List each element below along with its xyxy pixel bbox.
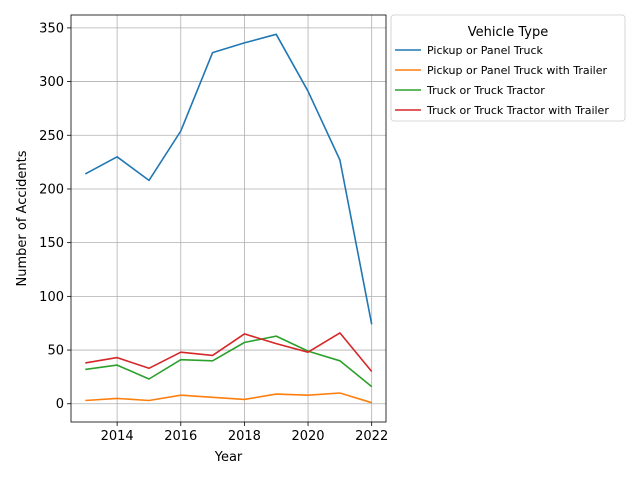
y-tick-label: 50 — [47, 344, 64, 359]
plot-frame — [70, 14, 387, 423]
y-tick-label: 150 — [39, 236, 64, 251]
legend-title: Vehicle Type — [468, 25, 548, 40]
legend-entry: Truck or Truck Tractor with Trailer — [426, 104, 609, 117]
y-tick-label: 200 — [39, 182, 64, 197]
legend-entry: Pickup or Panel Truck — [427, 44, 544, 57]
legend-box — [390, 14, 626, 122]
series-line — [85, 335, 373, 388]
x-axis: 2014 2016 2018 2020 2022 — [101, 422, 388, 444]
y-tick-label: 100 — [39, 290, 64, 305]
y-tick-label: 350 — [39, 21, 64, 36]
series-line — [85, 392, 372, 404]
grid — [71, 15, 386, 422]
legend: Vehicle Type Pickup or Panel Truck Pickup… — [390, 14, 626, 122]
legend-entry: Pickup or Panel Truck with Trailer — [427, 64, 607, 77]
y-tick-label: 300 — [39, 75, 64, 90]
x-axis-label: Year — [214, 450, 243, 465]
x-tick-label: 2014 — [101, 429, 134, 444]
y-tick-label: 250 — [39, 129, 64, 144]
y-axis: 0 50 100 150 200 250 300 350 — [39, 21, 71, 412]
x-tick-label: 2016 — [164, 429, 197, 444]
y-axis-label: Number of Accidents — [15, 150, 30, 286]
series-line — [84, 33, 373, 325]
x-tick-label: 2018 — [228, 429, 261, 444]
x-tick-label: 2020 — [291, 429, 324, 444]
y-tick-label: 0 — [56, 397, 64, 412]
series-line — [85, 332, 373, 373]
series-lines — [84, 33, 373, 404]
legend-entry: Truck or Truck Tractor — [426, 84, 545, 97]
x-tick-label: 2022 — [355, 429, 388, 444]
